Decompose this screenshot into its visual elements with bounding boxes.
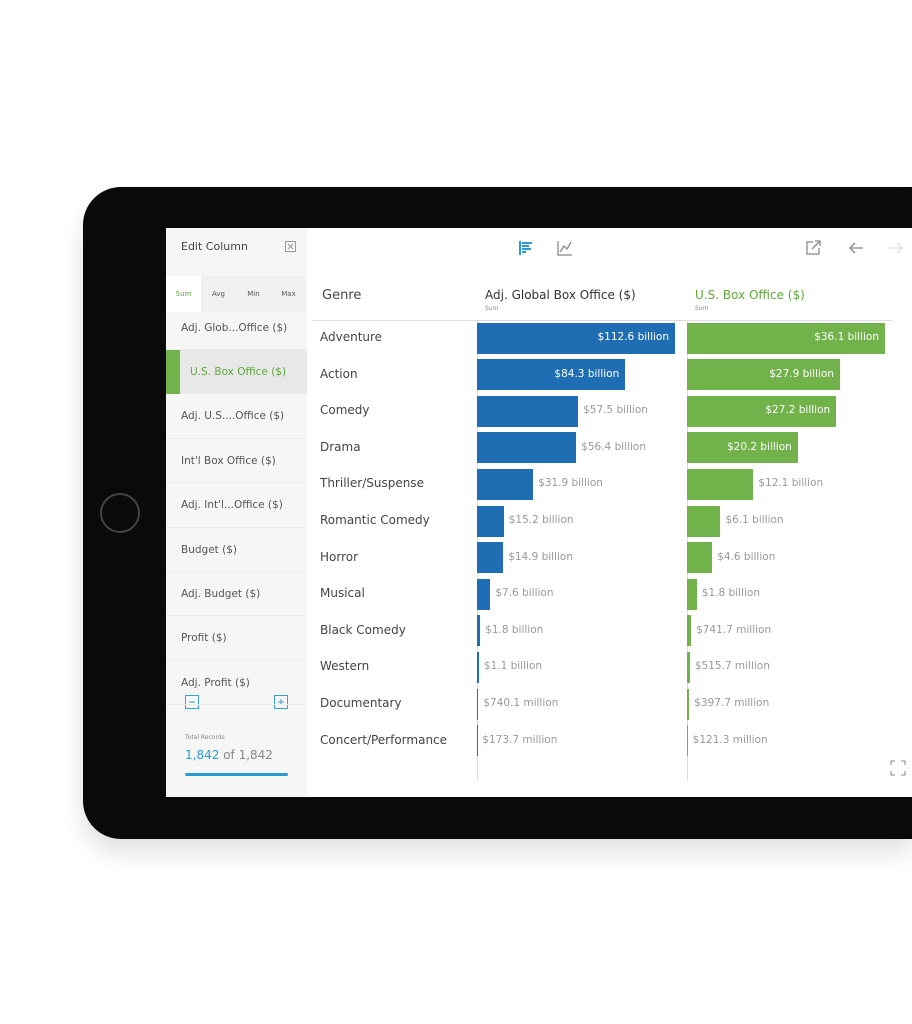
header-rule bbox=[312, 320, 892, 321]
value-label: $1.8 billion bbox=[701, 587, 760, 600]
value-label: $741.7 million bbox=[696, 623, 772, 636]
bar bbox=[477, 432, 577, 464]
bar bbox=[687, 615, 692, 647]
value-label: $397.7 million bbox=[694, 697, 770, 709]
bar bbox=[687, 725, 688, 757]
column-option[interactable]: Adj. Profit ($) bbox=[166, 661, 307, 706]
genre-label: Action bbox=[320, 366, 358, 381]
genre-header: Genre bbox=[322, 288, 362, 303]
bar bbox=[687, 468, 754, 500]
value-label: $7.6 billion bbox=[495, 587, 554, 600]
tab[interactable]: Min bbox=[236, 276, 271, 312]
value-label: $121.3 million bbox=[692, 733, 768, 746]
bar bbox=[477, 651, 479, 683]
value-label: $84.3 billion bbox=[554, 367, 620, 380]
column-option[interactable]: Adj. Budget ($) bbox=[166, 572, 307, 617]
value-label: $31.9 billion bbox=[538, 477, 603, 490]
value-label: $20.2 billion bbox=[726, 440, 792, 453]
value-label: $14.9 billion bbox=[508, 550, 573, 563]
genre-label: Black Comedy bbox=[320, 622, 406, 637]
value-label: $57.5 billion bbox=[583, 404, 648, 417]
bar bbox=[687, 651, 690, 683]
fullscreen-icon[interactable] bbox=[890, 760, 906, 776]
bar bbox=[477, 359, 626, 391]
value-label: $740.1 million bbox=[483, 697, 559, 709]
tab[interactable]: Max bbox=[271, 276, 306, 312]
bar bbox=[477, 505, 504, 537]
bar bbox=[687, 542, 713, 574]
records: 1,842 of 1,842 bbox=[185, 748, 273, 762]
column-option[interactable]: Adj. Glob...Office ($) bbox=[166, 306, 307, 350]
close-icon[interactable] bbox=[285, 241, 296, 252]
sidebar: Edit Column Total Records 1,842 of 1,842… bbox=[166, 228, 307, 797]
column-option[interactable]: Profit ($) bbox=[166, 617, 307, 661]
genre-label: Musical bbox=[320, 586, 365, 601]
back-icon[interactable] bbox=[848, 240, 864, 256]
column-sub: Sum bbox=[695, 305, 709, 312]
sidebar-title: Edit Column bbox=[181, 240, 248, 253]
tab[interactable]: Sum bbox=[166, 276, 201, 312]
forward-icon[interactable] bbox=[888, 240, 904, 256]
bar bbox=[477, 395, 579, 427]
bar bbox=[477, 322, 675, 354]
genre-label: Western bbox=[320, 659, 370, 674]
column-sub: Sum bbox=[485, 305, 499, 312]
value-label: $4.6 billion bbox=[717, 550, 776, 563]
value-label: $112.6 billion bbox=[597, 331, 670, 343]
total-label: Total Records bbox=[185, 734, 225, 741]
value-label: $6.1 billion bbox=[725, 514, 784, 526]
column-option[interactable]: Adj. Int'l...Office ($) bbox=[166, 484, 307, 528]
tab[interactable]: Avg bbox=[201, 276, 236, 312]
genre-label: Thriller/Suspense bbox=[320, 476, 424, 491]
genre-label: Horror bbox=[320, 549, 359, 564]
bar bbox=[477, 688, 479, 720]
value-label: $36.1 billion bbox=[814, 331, 879, 343]
line-view-icon[interactable] bbox=[557, 240, 573, 256]
home-button[interactable] bbox=[100, 493, 140, 533]
column-option[interactable]: U.S. Box Office ($) bbox=[166, 350, 307, 395]
column-option[interactable]: Int'l Box Office ($) bbox=[166, 439, 307, 484]
genre-label: Comedy bbox=[320, 403, 370, 418]
bar bbox=[477, 615, 481, 647]
value-label: $1.8 billion bbox=[485, 623, 544, 636]
bar bbox=[687, 432, 798, 464]
bar bbox=[687, 578, 697, 610]
column-header: U.S. Box Office ($) bbox=[695, 288, 805, 302]
records-shown: 1,842 bbox=[185, 748, 220, 762]
bar bbox=[687, 322, 885, 354]
value-label: $56.4 billion bbox=[581, 440, 646, 453]
value-label: $1.1 billion bbox=[483, 660, 543, 673]
value-label: $27.2 billion bbox=[765, 404, 831, 417]
genre-label: Drama bbox=[320, 439, 361, 454]
genre-label: Documentary bbox=[320, 696, 402, 710]
value-label: $15.2 billion bbox=[508, 514, 574, 526]
value-label: $173.7 million bbox=[482, 733, 558, 746]
records-total: of 1,842 bbox=[223, 748, 273, 762]
genre-label: Concert/Performance bbox=[320, 732, 448, 747]
column-option[interactable]: Budget ($) bbox=[166, 528, 307, 572]
value-label: $12.1 billion bbox=[758, 477, 824, 490]
genre-label: Adventure bbox=[320, 330, 383, 344]
minus-button[interactable] bbox=[185, 695, 199, 709]
selected-marker bbox=[166, 350, 180, 395]
bar bbox=[687, 688, 690, 720]
bar-view-icon[interactable] bbox=[518, 240, 534, 256]
plus-button[interactable] bbox=[274, 695, 288, 709]
column-header: Adj. Global Box Office ($) bbox=[485, 288, 636, 302]
genre-label: Romantic Comedy bbox=[320, 513, 430, 527]
bar bbox=[687, 359, 841, 391]
screen: Edit Column Total Records 1,842 of 1,842… bbox=[166, 228, 912, 797]
bar bbox=[477, 542, 504, 574]
bar bbox=[687, 505, 721, 537]
progress-bar bbox=[185, 773, 288, 776]
column-option[interactable]: Adj. U.S....Office ($) bbox=[166, 395, 307, 439]
bar bbox=[477, 468, 534, 500]
value-label: $27.9 billion bbox=[769, 367, 835, 380]
bar bbox=[477, 578, 491, 610]
share-icon[interactable] bbox=[805, 240, 821, 256]
bar bbox=[687, 395, 837, 427]
value-label: $515.7 million bbox=[694, 660, 770, 673]
